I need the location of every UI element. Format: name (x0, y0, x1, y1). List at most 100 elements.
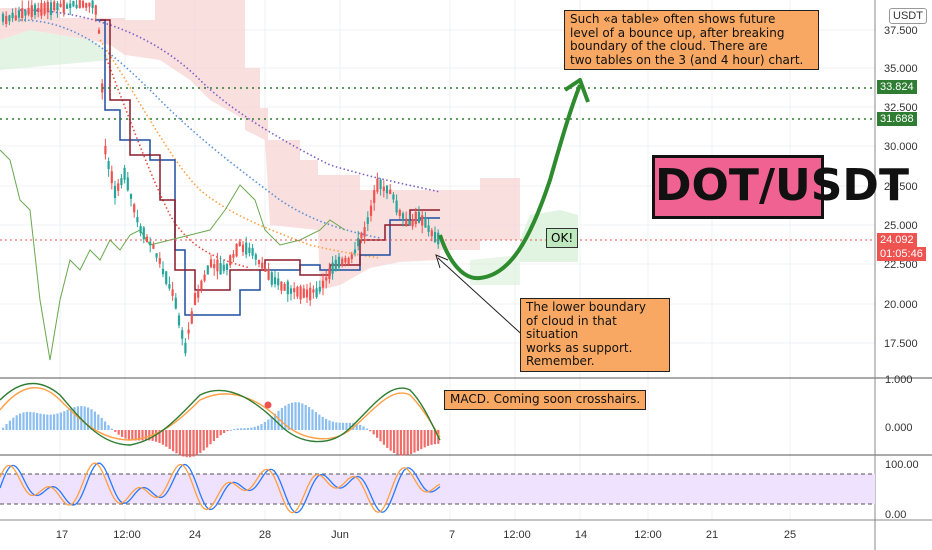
macd-bar (389, 430, 392, 451)
time-tick-label: 12:00 (113, 529, 141, 541)
macd-bar (63, 411, 66, 430)
macd-bar (15, 415, 18, 430)
candle-body (334, 259, 337, 272)
macd-bar (202, 430, 205, 451)
macd-bar (12, 417, 15, 430)
currency-label[interactable]: USDT (889, 8, 927, 24)
candle-body (325, 277, 328, 281)
macd-bar (233, 428, 236, 430)
macd-bar (59, 412, 62, 430)
macd-bar (318, 414, 321, 430)
candle-body (5, 15, 8, 24)
candle-body (161, 268, 165, 275)
macd-bar (219, 430, 222, 436)
macd-bar (49, 414, 52, 430)
candle-body (200, 280, 203, 290)
macd-bar (25, 411, 28, 430)
candle-body (21, 8, 24, 18)
time-scale[interactable]: 17 12:00 24 28 Jun 7 12:00 14 12:00 21 25 (56, 529, 796, 541)
macd-bar (229, 429, 232, 431)
candle-body (11, 12, 14, 19)
macd-bar (97, 414, 100, 430)
candle-body (264, 268, 267, 272)
macd-bar (372, 430, 375, 435)
candle-body (427, 225, 430, 232)
candle-body (81, 0, 85, 8)
macd-bar (155, 430, 158, 442)
macd-bar (110, 428, 113, 430)
candle-body (424, 217, 427, 228)
indicator-tick-label: 0.000 (885, 422, 913, 434)
macd-bar (267, 419, 270, 430)
macd-bar (386, 430, 389, 448)
candle-body (222, 264, 225, 271)
macd-bar (226, 430, 229, 432)
candle-body (241, 244, 245, 252)
candle-body (30, 5, 33, 17)
macd-bar (161, 430, 164, 445)
candle-body (104, 145, 107, 155)
candle-body (344, 257, 347, 263)
candle-body (373, 190, 376, 203)
macd-bar (250, 427, 253, 430)
macd-bar (131, 430, 134, 441)
candle-body (219, 263, 222, 275)
price-tick-label: 37.500 (884, 25, 918, 37)
candle-body (78, 0, 81, 9)
macd-bar (284, 405, 287, 430)
candle-body (107, 161, 110, 170)
macd-bar (195, 430, 198, 456)
macd-bar (338, 422, 341, 430)
macd-bar (19, 413, 22, 430)
price-tick-label: 20.000 (884, 299, 918, 311)
macd-bar (301, 403, 304, 430)
time-tick-label: Jun (331, 529, 349, 541)
candle-body (85, 3, 88, 8)
candle-body (40, 3, 43, 16)
price-tag-level-1: 33.824 (877, 80, 917, 94)
macd-bar (39, 413, 42, 430)
macd-bar (216, 430, 219, 438)
candle-body (62, 0, 65, 13)
time-tick-label: 12:00 (503, 529, 531, 541)
macd-bar (433, 430, 436, 445)
candle-body (273, 277, 277, 285)
candle-body (318, 286, 321, 292)
candle-body (213, 264, 216, 269)
candle-body (389, 189, 392, 195)
macd-bar (42, 414, 45, 430)
candle-body (245, 242, 248, 255)
macd-bar (124, 430, 127, 439)
macd-bar (53, 414, 56, 430)
macd-bar (314, 412, 317, 430)
candle-body (142, 227, 145, 240)
macd-bar (311, 409, 314, 430)
macd-bar (328, 420, 331, 430)
macd-bar (185, 430, 188, 458)
candle-body (113, 185, 117, 199)
macd-bar (420, 430, 423, 450)
candle-body (238, 241, 241, 247)
price-tag-level-2: 31.688 (877, 112, 917, 126)
candle-body (43, 2, 46, 15)
candle-body (72, 1, 75, 7)
candle-body (328, 268, 331, 280)
candle-body (129, 193, 133, 199)
macd-bar (192, 430, 195, 457)
candlesticks (1, 0, 440, 357)
candle-body (286, 281, 289, 295)
macd-bar (104, 421, 107, 430)
candle-body (174, 297, 177, 309)
candle-body (181, 330, 184, 339)
candle-body (197, 291, 200, 298)
candle-body (257, 260, 261, 265)
candle-body (97, 29, 101, 34)
candle-body (353, 249, 357, 254)
candle-body (305, 289, 309, 298)
candle-body (193, 293, 197, 305)
candle-body (177, 315, 181, 326)
price-scale[interactable]: 37.500 35.000 32.500 30.000 27.500 25.000 22.5… (884, 25, 919, 521)
macd-bar (287, 403, 290, 430)
macd-bar (5, 424, 8, 430)
